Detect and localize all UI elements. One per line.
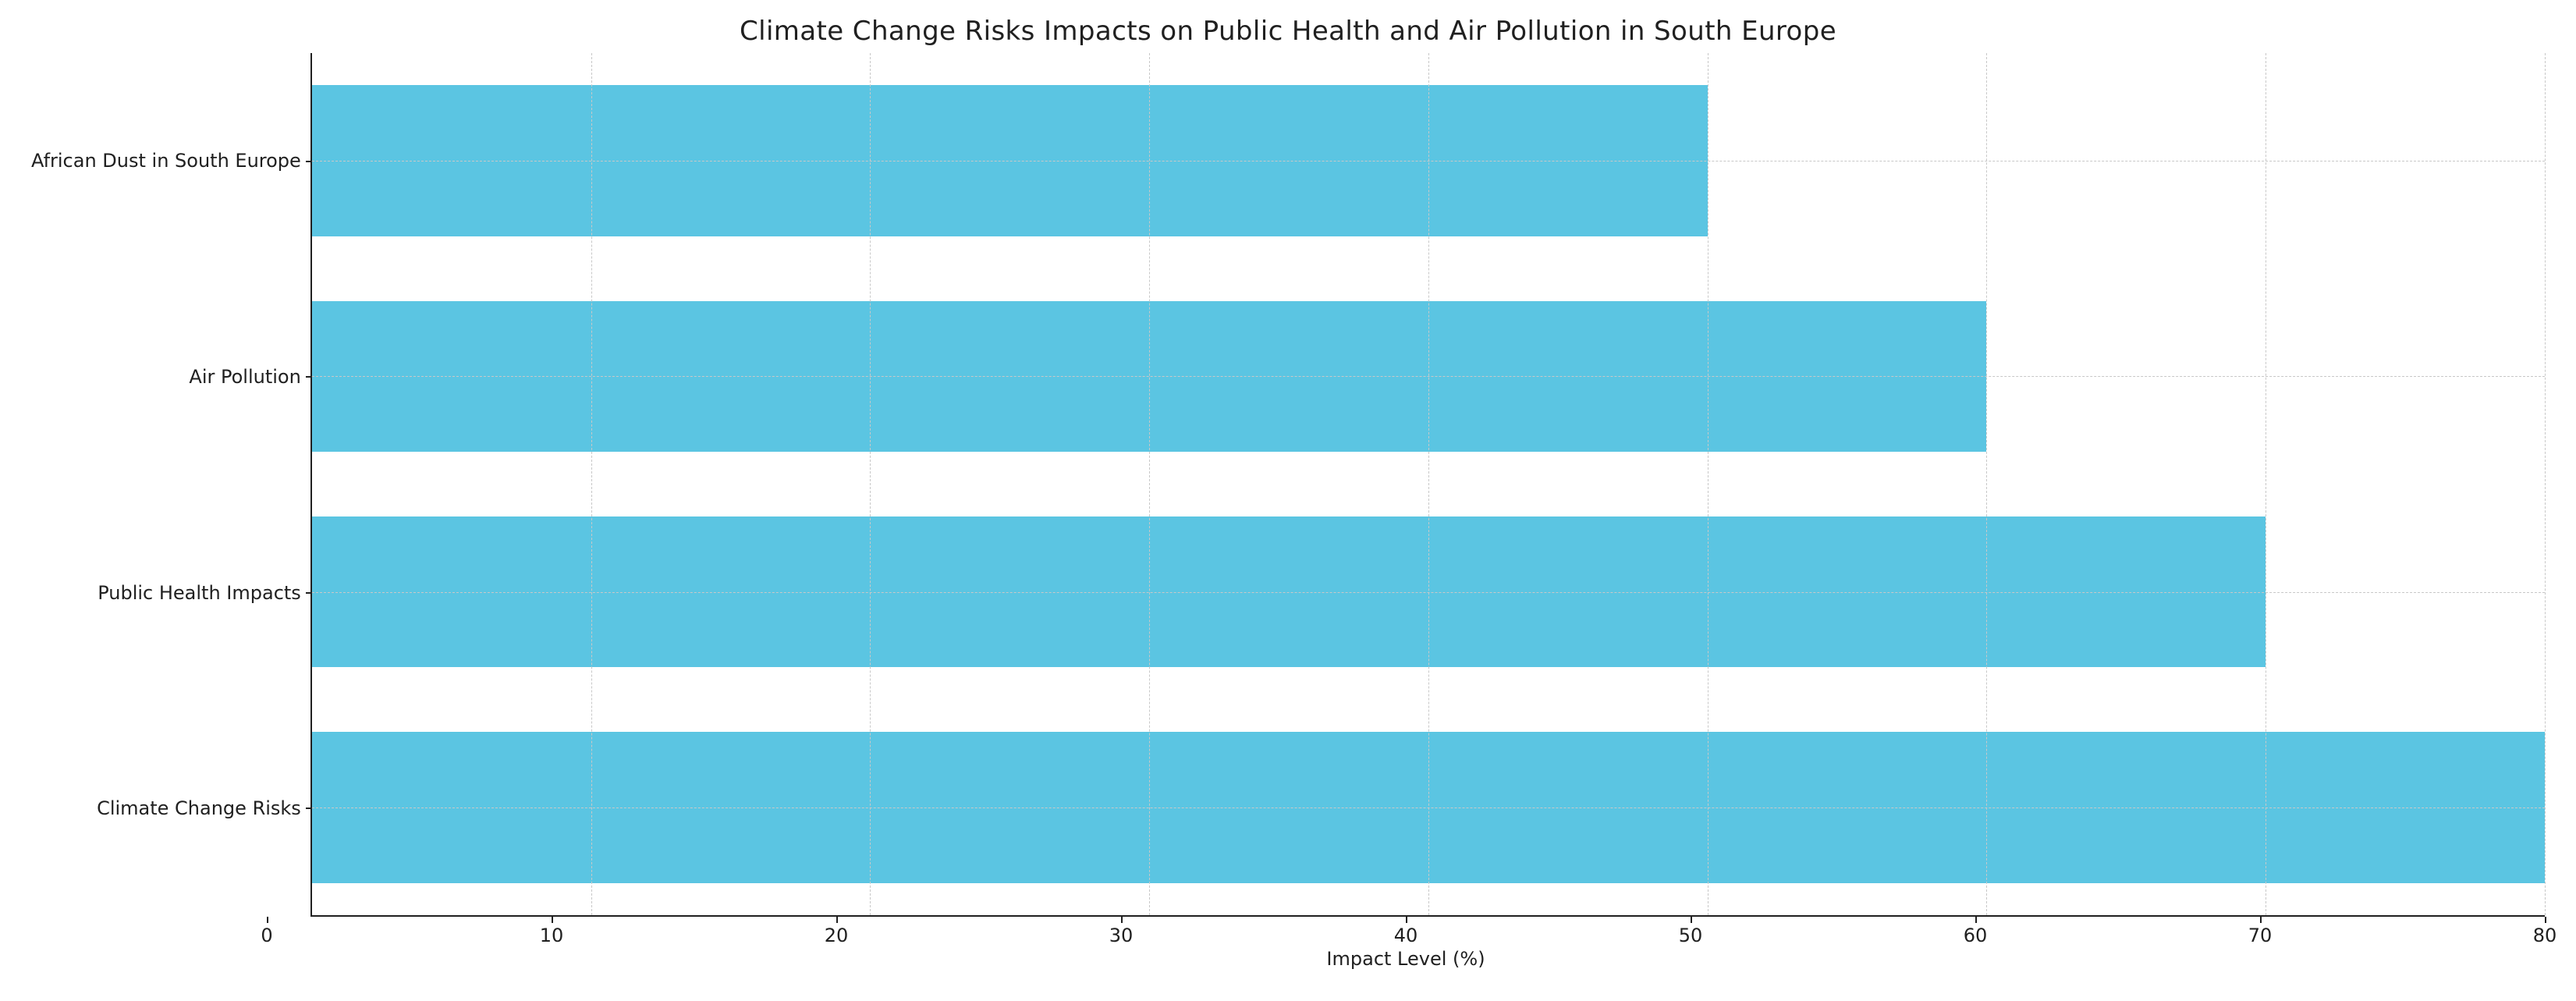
x-tick-label: 0 <box>261 925 272 946</box>
y-tick-mark <box>306 161 312 162</box>
chart-body: African Dust in South Europe Air Pollutio… <box>31 53 2545 917</box>
y-tick-mark <box>306 592 312 594</box>
gridline-horizontal <box>312 592 2545 593</box>
x-axis: Impact Level (%) 01020304050607080 <box>267 917 2545 964</box>
gridline-horizontal <box>312 376 2545 377</box>
y-tick-label: Climate Change Risks <box>97 798 301 818</box>
chart-title: Climate Change Risks Impacts on Public H… <box>31 16 2545 47</box>
x-axis-title: Impact Level (%) <box>1326 948 1485 970</box>
y-tick-mark <box>306 808 312 809</box>
x-tick-label: 80 <box>2533 925 2557 946</box>
x-axis-spacer <box>31 917 267 964</box>
x-tick-mark <box>267 917 268 923</box>
plot-area <box>310 53 2545 917</box>
x-tick-mark <box>1691 917 1692 923</box>
gridline-vertical <box>2545 53 2546 915</box>
x-tick-mark <box>1975 917 1977 923</box>
gridline-vertical <box>591 53 592 915</box>
x-tick-mark <box>2260 917 2262 923</box>
y-tick-label: African Dust in South Europe <box>31 151 301 171</box>
gridline-vertical <box>1986 53 1987 915</box>
y-tick-label: Air Pollution <box>189 367 300 387</box>
y-tick-label: Public Health Impacts <box>98 583 301 603</box>
x-tick-label: 70 <box>2248 925 2273 946</box>
x-tick-label: 10 <box>540 925 564 946</box>
y-axis-labels: African Dust in South Europe Air Pollutio… <box>31 53 310 917</box>
x-tick-label: 60 <box>1964 925 1988 946</box>
x-tick-label: 50 <box>1679 925 1703 946</box>
gridline-horizontal <box>312 161 2545 162</box>
x-tick-mark <box>552 917 553 923</box>
gridline-vertical <box>870 53 871 915</box>
x-tick-label: 40 <box>1394 925 1418 946</box>
y-tick-mark <box>306 376 312 378</box>
x-tick-label: 30 <box>1109 925 1134 946</box>
chart-container: Climate Change Risks Impacts on Public H… <box>0 0 2576 1001</box>
gridline-vertical <box>1149 53 1150 915</box>
x-tick-mark <box>1121 917 1123 923</box>
x-tick-mark <box>1406 917 1407 923</box>
x-tick-mark <box>836 917 838 923</box>
x-axis-row: Impact Level (%) 01020304050607080 <box>31 917 2545 964</box>
x-tick-mark <box>2545 917 2546 923</box>
gridline-vertical <box>1428 53 1429 915</box>
x-tick-label: 20 <box>825 925 849 946</box>
